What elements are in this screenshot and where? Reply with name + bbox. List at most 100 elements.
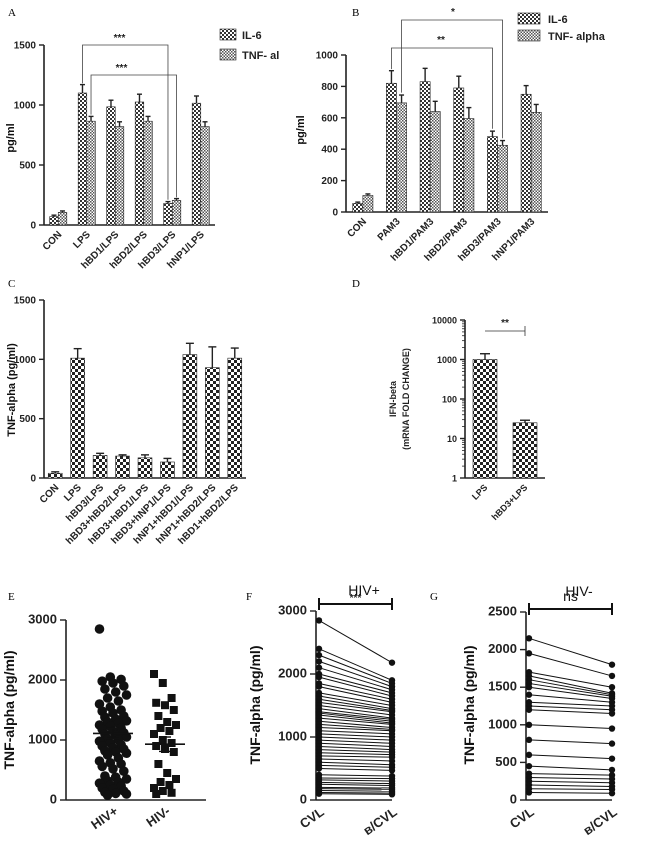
y-tick-label-G: 2500 <box>488 604 517 619</box>
pair-line-F <box>318 781 393 785</box>
point-E-HIVneg <box>165 781 174 789</box>
point-G <box>525 706 533 713</box>
sig-stars-A: *** <box>114 33 126 44</box>
bar-A-TNFal-2 <box>114 126 125 226</box>
y-tick-label-C: 0 <box>30 474 36 485</box>
point-F <box>315 658 323 665</box>
bar-A-IL6-3 <box>134 101 145 226</box>
point-G <box>525 751 533 759</box>
pair-line-G <box>528 724 613 730</box>
pair-line-F <box>318 701 393 713</box>
point-E-HIVneg <box>150 730 158 738</box>
bar-B-IL6-3 <box>453 87 465 213</box>
sig-stars-D: ** <box>501 318 509 329</box>
pair-line-F <box>318 755 393 758</box>
point-G <box>525 691 533 698</box>
y-axis-label-F: TNF-alpha (pg/ml) <box>247 646 263 765</box>
pair-line-G <box>528 694 613 703</box>
pair-line-G <box>528 652 613 677</box>
pair-line-G <box>528 784 613 787</box>
x-tick-label-B: CON <box>345 216 369 240</box>
pair-line-G <box>528 679 613 696</box>
point-E-HIVpos <box>119 766 129 776</box>
point-E-HIVneg <box>169 748 178 756</box>
point-E-HIVpos <box>119 681 129 691</box>
point-E-HIVpos <box>94 699 105 709</box>
legend-swatch-A <box>219 28 237 41</box>
pair-line-F <box>318 723 393 730</box>
bar-C-8 <box>227 357 243 479</box>
y-tick-label-G: 1000 <box>488 716 517 731</box>
y-tick-label-G: 500 <box>495 754 517 769</box>
pair-line-F <box>318 777 393 780</box>
sig-bracket-A <box>90 74 177 198</box>
point-E-HIVneg <box>154 712 163 720</box>
bar-B-IL6-5 <box>520 93 532 213</box>
point-G <box>525 789 533 796</box>
point-E-HIVneg <box>163 718 172 726</box>
pair-line-F <box>318 654 393 684</box>
pair-line-G <box>528 671 613 688</box>
bar-A-IL6-5 <box>191 102 202 226</box>
pair-line-F <box>318 620 393 664</box>
bar-A-TNFal-4 <box>171 200 182 226</box>
legend-label-B: IL-6 <box>548 14 568 26</box>
bar-A-TNFal-0 <box>57 212 68 226</box>
point-F <box>315 683 323 690</box>
y-tick-label-A: 1500 <box>14 41 37 52</box>
y-tick-label-D: 10 <box>447 434 457 444</box>
sig-stars-B: * <box>451 7 455 18</box>
point-E-HIVneg <box>158 736 167 744</box>
point-E-HIVneg <box>156 778 165 786</box>
bar-C-6 <box>182 354 198 479</box>
pair-line-F <box>318 695 393 710</box>
x-tick-label-F: в/CVL <box>360 804 399 838</box>
point-E-HIVpos <box>102 750 113 760</box>
point-E-HIVpos <box>102 790 113 800</box>
point-F <box>315 664 323 671</box>
bar-B-TNFalpha-4 <box>497 144 508 213</box>
point-G <box>608 672 616 680</box>
point-E-HIVpos <box>110 687 121 697</box>
point-G <box>608 710 616 717</box>
y-axis-label-B: pg/ml <box>295 115 307 144</box>
pair-line-F <box>318 783 393 787</box>
x-tick-label-A: LPS <box>71 229 93 251</box>
sig-label-G: ns <box>563 588 578 604</box>
y-tick-label-B: 200 <box>321 176 338 187</box>
point-E-HIVpos <box>102 693 113 703</box>
point-F <box>315 790 323 797</box>
panel-letter-D: D <box>352 278 360 290</box>
bar-C-0 <box>47 472 63 479</box>
point-E-HIVneg <box>150 784 158 792</box>
pair-line-F <box>318 793 393 795</box>
pair-line-F <box>318 788 393 790</box>
y-tick-label-E: 3000 <box>28 612 57 627</box>
point-F <box>315 673 323 681</box>
pair-line-F <box>318 720 393 729</box>
bar-B-IL6-1 <box>386 82 397 213</box>
pair-line-F <box>318 768 393 771</box>
panel-letter-B: B <box>352 7 359 19</box>
point-E-HIVneg <box>167 694 176 702</box>
legend-label-B: TNF- alpha <box>548 31 606 43</box>
legend-label-A: IL-6 <box>242 30 262 42</box>
point-E-HIVneg <box>158 679 167 687</box>
pair-line-F <box>318 660 393 688</box>
point-E-HIVneg <box>165 727 174 735</box>
y-tick-label-C: 1500 <box>14 296 37 307</box>
pair-line-F <box>318 758 393 762</box>
y-tick-label-E: 2000 <box>28 672 57 687</box>
pair-line-F <box>318 712 393 722</box>
x-tick-label-E: HIV- <box>143 803 172 830</box>
x-tick-label-D: hBD3+LPS <box>490 482 530 522</box>
legend-swatch-B <box>517 12 541 25</box>
bar-B-IL6-4 <box>487 136 498 213</box>
legend-label-A: TNF- al <box>242 50 279 62</box>
pair-line-F <box>318 714 393 724</box>
pair-line-G <box>528 675 613 694</box>
bar-C-5 <box>160 461 175 479</box>
point-E-HIVneg <box>167 788 176 797</box>
pair-line-F <box>318 698 393 712</box>
panel-letter-C: C <box>8 278 15 290</box>
